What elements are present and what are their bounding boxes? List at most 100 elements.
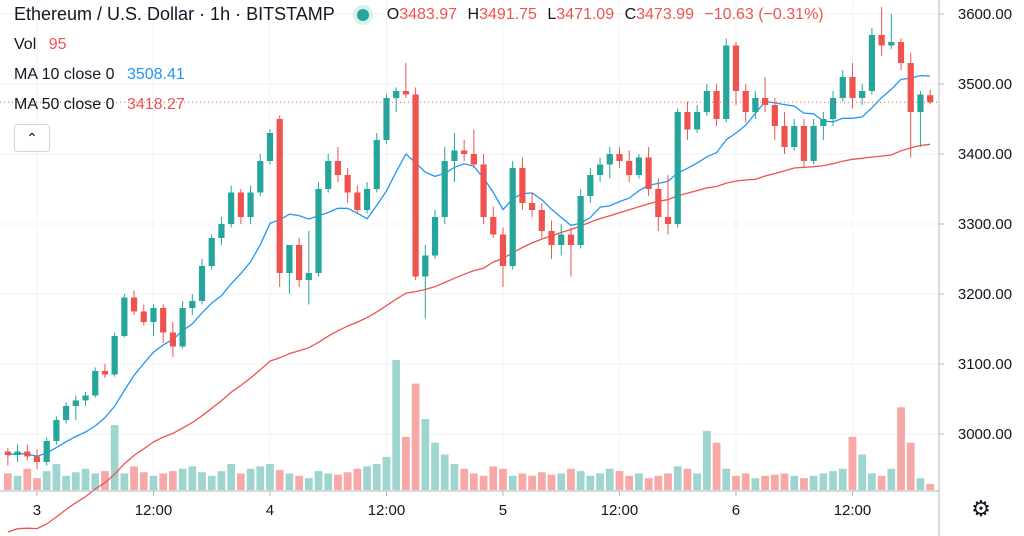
candle-body	[558, 234, 565, 245]
volume-bar	[518, 473, 527, 490]
volume-bar	[712, 442, 721, 490]
candle-body	[111, 336, 118, 375]
volume-bar	[169, 471, 177, 490]
volume-bar	[227, 464, 236, 490]
candle-body	[218, 224, 225, 238]
candle-body	[713, 91, 720, 119]
ma50-value: 3418.27	[126, 96, 185, 113]
candle-body	[169, 332, 177, 347]
candle-body	[509, 168, 516, 266]
ma50-legend[interactable]: MA 50 close 0 3418.27	[14, 96, 185, 114]
chart-settings-button[interactable]: ⚙	[968, 496, 994, 522]
candle-body	[179, 308, 186, 347]
candle-body	[655, 189, 662, 217]
volume-legend[interactable]: Vol 95	[14, 36, 67, 54]
volume-bar	[800, 478, 808, 490]
volume-bar	[615, 471, 624, 490]
candle-body	[664, 217, 672, 224]
close-label: C	[624, 5, 637, 23]
volume-bar	[198, 472, 206, 490]
volume-bar	[382, 456, 391, 490]
candle-body	[927, 95, 934, 103]
candle-body	[33, 456, 41, 462]
volume-bar	[906, 442, 915, 490]
collapse-legend-button[interactable]: ⌃	[14, 124, 50, 152]
volume-bar	[460, 468, 469, 490]
candle-body	[839, 77, 846, 98]
volume-bar	[489, 466, 498, 490]
candle-body	[645, 157, 652, 189]
candle-body	[431, 217, 439, 256]
volume-bar	[848, 436, 857, 490]
volume-bar	[295, 475, 303, 490]
volume-bar	[926, 484, 935, 490]
volume-bar	[916, 478, 925, 490]
candle-body	[810, 126, 817, 161]
candle-body	[354, 192, 361, 210]
volume-bar	[829, 471, 837, 490]
candle-body	[198, 266, 206, 301]
volume-bar	[499, 468, 507, 490]
volume-bar	[411, 383, 420, 490]
candle-body	[820, 119, 827, 126]
volume-bar	[809, 475, 818, 490]
candle-body	[761, 98, 769, 105]
volume-bar	[3, 473, 12, 490]
candle-body	[771, 105, 778, 126]
candle-body	[519, 168, 526, 203]
volume-bar	[770, 474, 779, 490]
candle-body	[4, 451, 11, 455]
candle-body	[82, 395, 89, 401]
high-value: 3491.75	[479, 5, 537, 23]
ma50-label: MA 50 close 0	[14, 96, 115, 113]
volume-bar	[858, 454, 867, 490]
volume-bar	[567, 468, 575, 490]
volume-bar	[334, 474, 342, 490]
candle-body	[626, 161, 633, 175]
candle-body	[723, 45, 730, 119]
candle-body	[393, 91, 400, 98]
time-tick-label: 12:00	[834, 502, 872, 519]
candle-body	[684, 112, 691, 130]
volume-bar	[52, 464, 61, 490]
volume-bar	[91, 473, 100, 490]
volume-bar	[838, 468, 847, 490]
volume-bar	[887, 468, 896, 490]
ma10-line	[7, 74, 931, 457]
price-tick-label: 3200.00	[958, 286, 1012, 303]
candle-body	[528, 203, 536, 210]
volume-bar	[819, 473, 828, 490]
time-tick-label: 6	[732, 502, 740, 519]
candle-body	[907, 63, 914, 112]
candle-body	[363, 189, 371, 210]
chart-header: Ethereum / U.S. Dollar · 1h · BITSTAMP O…	[14, 4, 830, 25]
volume-bar	[120, 473, 129, 490]
candle-body	[587, 175, 594, 196]
candle-body	[694, 112, 701, 130]
volume-value: 95	[48, 36, 67, 53]
change-value: −10.63 (−0.31%)	[704, 5, 824, 23]
high-label: H	[467, 5, 480, 23]
candle-body	[674, 112, 681, 224]
volume-bar	[790, 475, 799, 490]
volume-bar	[188, 466, 197, 490]
candle-body	[742, 91, 749, 112]
volume-bar	[392, 360, 401, 490]
candle-body	[257, 161, 264, 193]
price-tick-label: 3600.00	[958, 6, 1012, 23]
volume-bar	[625, 475, 634, 490]
volume-bar	[702, 430, 711, 490]
ma10-legend[interactable]: MA 10 close 0 3508.41	[14, 66, 185, 84]
market-status-icon	[356, 8, 369, 21]
low-value: 3471.09	[556, 5, 615, 23]
candle-body	[616, 154, 623, 161]
candle-body	[14, 451, 21, 455]
close-value: 3473.99	[636, 5, 694, 23]
candle-body	[247, 192, 254, 217]
symbol-title[interactable]: Ethereum / U.S. Dollar · 1h · BITSTAMP	[14, 4, 335, 24]
volume-bar	[780, 473, 789, 490]
volume-bar	[654, 475, 663, 490]
candle-body	[276, 119, 283, 273]
